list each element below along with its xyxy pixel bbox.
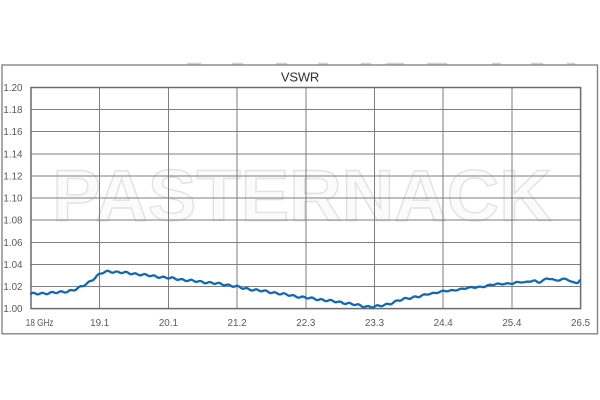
svg-text:22.3: 22.3 <box>296 318 316 329</box>
svg-text:1.02: 1.02 <box>3 282 22 293</box>
svg-text:26.5: 26.5 <box>571 318 591 329</box>
svg-text:1.14: 1.14 <box>3 149 23 160</box>
svg-text:1.00: 1.00 <box>3 304 23 315</box>
svg-text:21.2: 21.2 <box>228 318 247 329</box>
svg-text:19.1: 19.1 <box>90 318 109 329</box>
svg-text:1.12: 1.12 <box>3 171 22 182</box>
svg-text:1.18: 1.18 <box>3 105 23 116</box>
svg-text:25.4: 25.4 <box>502 318 522 329</box>
svg-text:1.06: 1.06 <box>3 238 23 249</box>
svg-text:20.1: 20.1 <box>159 318 178 329</box>
svg-text:PASTERNACK: PASTERNACK <box>52 155 551 236</box>
svg-text:24.4: 24.4 <box>434 318 454 329</box>
svg-text:1.04: 1.04 <box>3 260 23 271</box>
svg-text:VSWR: VSWR <box>281 70 319 85</box>
svg-text:1.20: 1.20 <box>3 83 23 94</box>
svg-text:1.08: 1.08 <box>3 216 23 227</box>
svg-text:1.10: 1.10 <box>3 194 23 205</box>
svg-text:18 GHz: 18 GHz <box>26 318 54 329</box>
svg-text:23.3: 23.3 <box>365 318 385 329</box>
svg-text:1.16: 1.16 <box>3 127 23 138</box>
